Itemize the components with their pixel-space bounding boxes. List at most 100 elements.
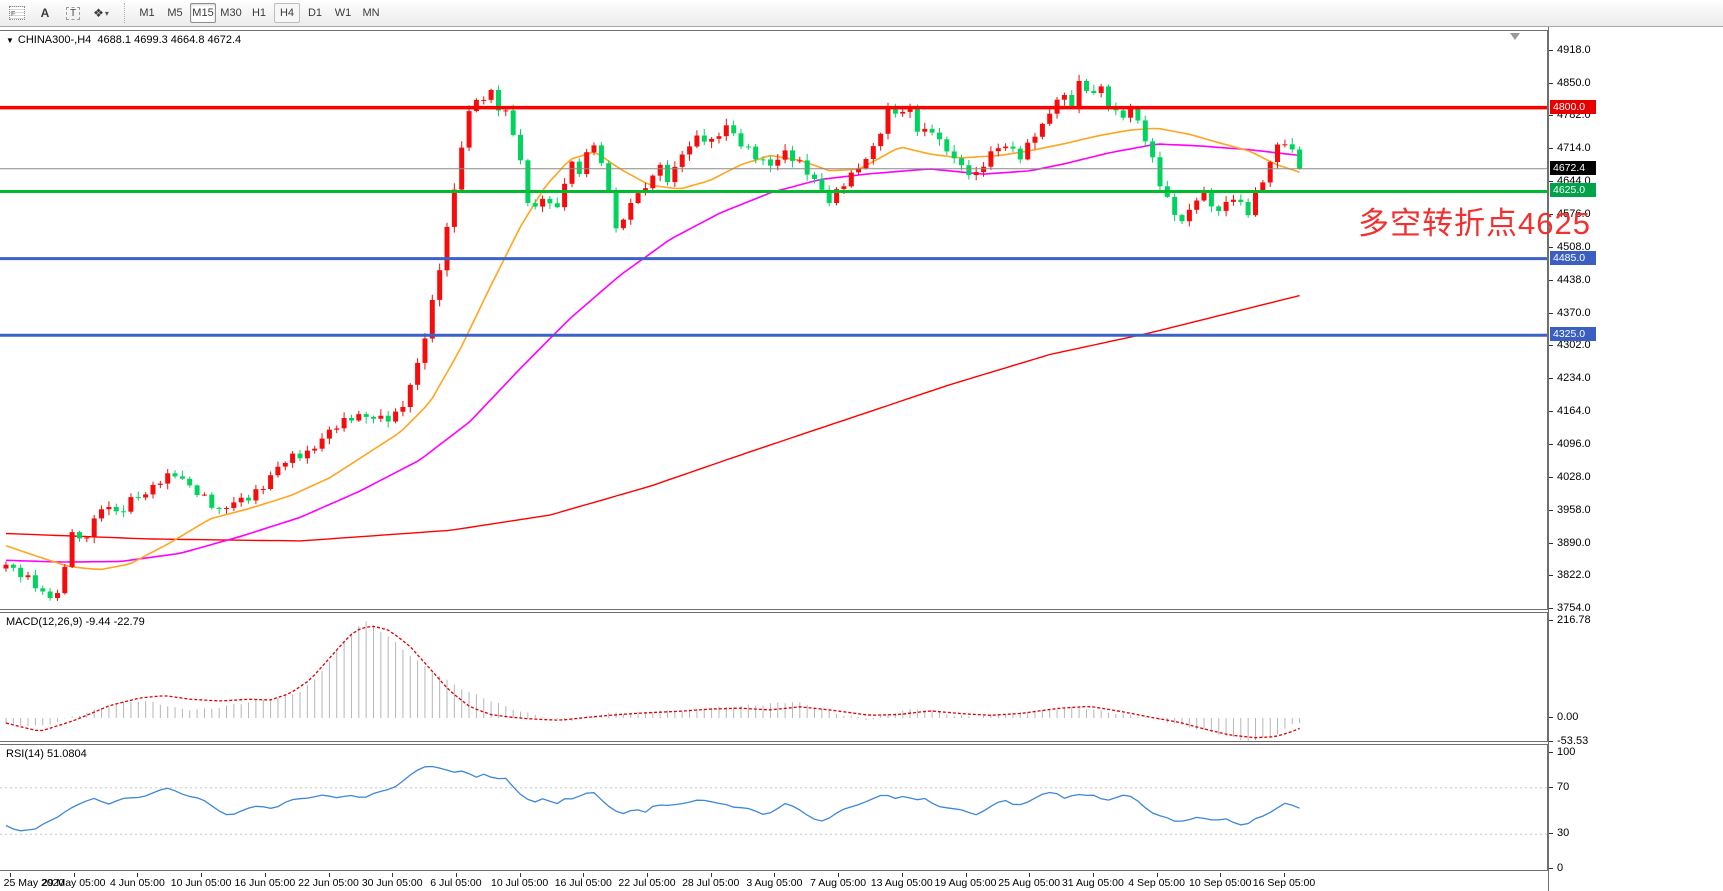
time-tick-label: 30 Jun 05:00 [361, 877, 423, 889]
text-label-glyph: T [65, 6, 81, 20]
macd-panel[interactable]: MACD(12,26,9) -9.44 -22.79 [0, 612, 1548, 742]
grid-f-glyph: F [9, 6, 25, 20]
price-tick-label: 3958.0 [1557, 504, 1591, 517]
price-tick [1549, 280, 1553, 282]
timeframe-button-m5[interactable]: M5 [167, 7, 183, 19]
time-tick-label: 16 Jun 05:00 [234, 877, 296, 889]
macd-tick-label: 0.00 [1557, 711, 1579, 723]
rsi-tick [1549, 752, 1553, 753]
time-tick-label: 28 Jul 05:00 [682, 877, 740, 889]
rsi-tick-label: 30 [1557, 827, 1570, 840]
time-tick [519, 873, 521, 877]
time-tick [1220, 873, 1222, 877]
objects-icon[interactable]: ❖ ▾ [89, 2, 113, 24]
price-line-badge: 4672.4 [1550, 160, 1596, 175]
price-line-badge: 4485.0 [1550, 250, 1596, 265]
macd-tick-label: -53.53 [1557, 734, 1589, 747]
timeframe-button-w1[interactable]: W1 [334, 7, 352, 19]
timeframe-button-h4[interactable]: H4 [274, 3, 300, 23]
time-tick-label: 3 Aug 05:00 [746, 877, 803, 889]
price-tick [1549, 50, 1553, 51]
rsi-tick [1549, 868, 1553, 869]
rsi-tick [1549, 833, 1553, 835]
time-tick [264, 873, 266, 877]
time-tick [392, 873, 394, 877]
rsi-label: RSI(14) 51.0804 [6, 748, 87, 760]
macd-tick [1549, 619, 1553, 621]
time-tick [10, 873, 11, 877]
time-tick-label: 4 Sep 05:00 [1128, 877, 1185, 889]
price-tick [1549, 411, 1553, 413]
grid-f-icon[interactable]: F [5, 2, 29, 24]
ohlc-readout: 4688.1 4699.3 4664.8 4672.4 [97, 34, 242, 46]
macd-label: MACD(12,26,9) -9.44 -22.79 [6, 616, 145, 628]
price-tick-label: 4576.0 [1557, 207, 1591, 220]
price-tick [1549, 510, 1553, 512]
time-tick [1029, 873, 1031, 877]
price-tick-label: 4850.0 [1557, 76, 1591, 89]
price-tick-label: 4508.0 [1557, 240, 1591, 253]
timeframe-button-h1[interactable]: H1 [251, 7, 267, 19]
timeframe-button-d1[interactable]: D1 [307, 7, 323, 19]
price-tick [1549, 312, 1553, 314]
main-chart-canvas[interactable] [0, 31, 1547, 609]
cursor-a-icon[interactable]: A [33, 2, 57, 24]
chart-title: ▼ CHINA300-,H4 4688.1 4699.3 4664.8 4672.… [6, 34, 241, 46]
price-tick-label: 4096.0 [1557, 438, 1591, 451]
price-tick-label: 4164.0 [1557, 405, 1591, 418]
time-tick-label: 7 Aug 05:00 [810, 877, 867, 889]
price-tick [1549, 608, 1553, 609]
toolbar-separator [124, 3, 126, 23]
timeframe-button-mn[interactable]: MN [362, 7, 380, 19]
annotation-text: 多空转折点4625 [1358, 206, 1591, 241]
price-line-badge: 4625.0 [1550, 183, 1596, 198]
time-tick [965, 873, 967, 877]
timeframe-button-m1[interactable]: M1 [139, 7, 155, 19]
time-tick-label: 13 Aug 05:00 [870, 877, 933, 889]
time-tick-label: 22 Jul 05:00 [618, 877, 676, 889]
time-tick-label: 16 Jul 05:00 [554, 877, 612, 889]
chart-shift-marker-icon[interactable] [1510, 33, 1520, 40]
price-tick [1549, 575, 1553, 577]
price-tick [1549, 181, 1553, 183]
price-tick [1549, 542, 1553, 544]
macd-tick [1549, 717, 1553, 718]
time-tick [583, 873, 585, 877]
timeframe-button-m30[interactable]: M30 [220, 7, 242, 19]
price-tick [1549, 82, 1553, 84]
price-tick [1549, 213, 1553, 215]
objects-glyph: ❖ [93, 6, 104, 20]
time-tick [774, 873, 776, 877]
time-tick-label: 16 Sep 05:00 [1252, 877, 1316, 889]
rsi-tick-label: 70 [1557, 780, 1570, 793]
price-tick [1549, 377, 1553, 379]
price-tick [1549, 147, 1553, 149]
price-tick [1549, 476, 1553, 478]
collapse-triangle-icon[interactable]: ▼ [6, 36, 14, 45]
price-tick-label: 4234.0 [1557, 371, 1591, 384]
price-tick [1549, 115, 1553, 117]
time-tick [647, 873, 648, 877]
text-label-icon[interactable]: T [61, 2, 85, 24]
price-tick-label: 4714.0 [1557, 141, 1591, 154]
time-tick-label: 4 Jun 05:00 [109, 877, 165, 889]
time-tick-label: 10 Sep 05:00 [1189, 877, 1252, 889]
time-axis[interactable]: 25 May 2020 29 May 05:00 4 Jun 05:00 10 Jun… [0, 873, 1548, 891]
time-tick [838, 873, 840, 877]
price-tick-label: 4302.0 [1557, 339, 1591, 352]
macd-canvas[interactable] [0, 613, 1547, 741]
main-chart-panel[interactable]: ▼ CHINA300-,H4 4688.1 4699.3 4664.8 4672.… [0, 30, 1590, 610]
toolbar: F A T ❖ ▾ M1 M5 M15 M30 H1 H4 D1 W1 MN [0, 0, 1723, 27]
price-tick-label: 4918.0 [1557, 44, 1591, 56]
rsi-tick-label: 0 [1557, 862, 1564, 874]
time-tick [1092, 873, 1094, 877]
price-tick-label: 3890.0 [1557, 536, 1591, 549]
rsi-panel[interactable]: RSI(14) 51.0804 [0, 744, 1548, 871]
time-tick-label: 25 May 2020 [3, 877, 65, 889]
price-axis[interactable]: 4918.0 4850.0 4782.0 4714.0 4644.0 4576.0 4508… [1548, 27, 1723, 891]
time-tick [328, 873, 330, 877]
rsi-canvas[interactable] [0, 745, 1547, 870]
timeframe-button-m15[interactable]: M15 [190, 3, 216, 23]
timeframe-button-group: M1 M5 M15 M30 H1 H4 D1 W1 MN [133, 3, 385, 23]
price-tick-label: 4438.0 [1557, 274, 1591, 287]
